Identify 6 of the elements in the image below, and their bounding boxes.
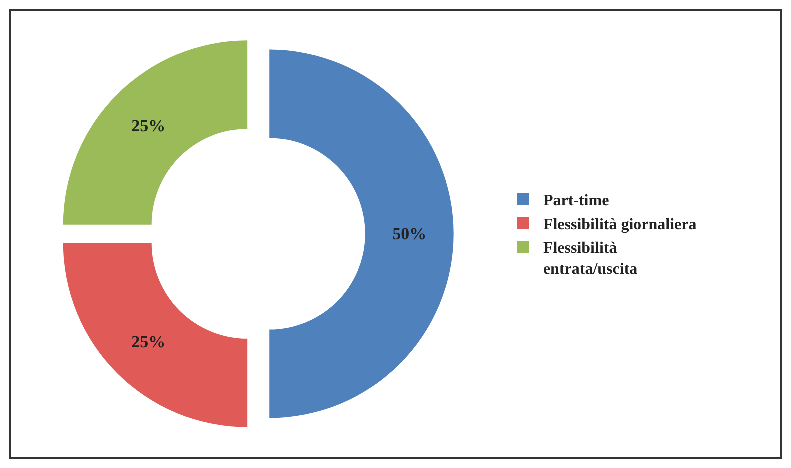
data-label: 25% [132, 332, 166, 352]
legend-label: Flessibilità entrata/uscita [543, 240, 638, 278]
legend-label: Part-time [543, 192, 610, 210]
data-label: 25% [132, 116, 166, 136]
legend-label: Flessibilità giornaliera [543, 216, 697, 234]
data-label: 50% [392, 224, 427, 244]
